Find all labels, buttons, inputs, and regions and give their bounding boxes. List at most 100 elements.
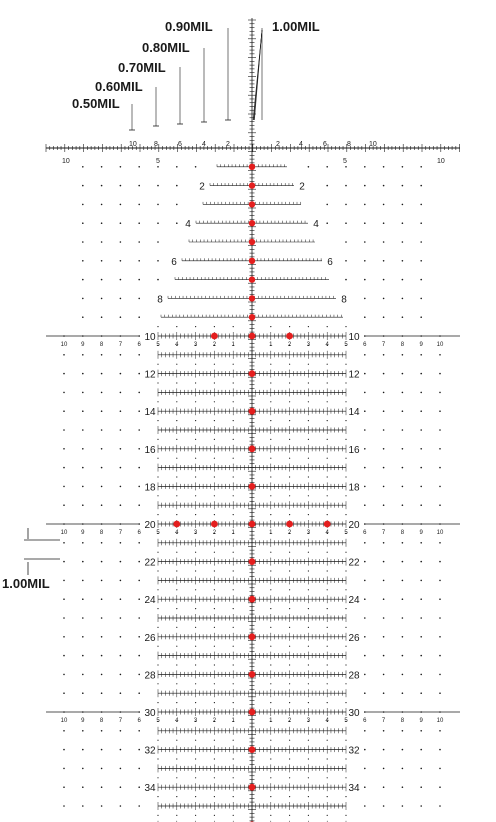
grid-dot — [439, 372, 441, 375]
windage-outer-right: 6 — [363, 718, 367, 724]
sub-grid-dot — [345, 420, 347, 422]
sub-grid-dot — [176, 626, 178, 629]
sub-grid-dot — [232, 495, 234, 497]
grid-dot — [401, 354, 404, 356]
sub-grid-dot — [157, 570, 159, 572]
sub-grid-dot — [345, 382, 347, 384]
sub-grid-dot — [232, 457, 234, 459]
grid-dot — [382, 335, 385, 337]
windage-inner-right: 2 — [288, 530, 292, 536]
elevation-label-left: 32 — [144, 746, 156, 757]
upper-scale-label-left: 6 — [171, 257, 177, 268]
sub-grid-dot — [176, 344, 178, 346]
sub-grid-dot — [345, 457, 347, 459]
top-scale-mid-right: 5 — [343, 158, 347, 165]
callout-100mil-top: 1.00MIL — [272, 19, 320, 34]
sub-grid-dot — [270, 420, 272, 422]
windage-outer-left: 10 — [61, 530, 68, 536]
sub-grid-dot — [270, 814, 272, 817]
grid-dot — [439, 560, 441, 563]
grid-dot — [364, 372, 366, 375]
grid-dot — [138, 692, 140, 694]
sub-grid-dot — [176, 814, 178, 817]
windage-inner-left: 1 — [232, 718, 236, 724]
windage-outer-left: 6 — [138, 718, 142, 724]
sub-grid-dot — [157, 758, 159, 760]
windage-aim-dot — [211, 332, 218, 340]
sub-grid-dot — [307, 739, 309, 741]
sub-grid-dot — [176, 476, 178, 478]
sub-grid-dot — [326, 683, 328, 685]
callout-070mil: 0.70MIL — [118, 60, 166, 75]
callout-050mil: 0.50MIL — [72, 96, 120, 111]
grid-dot — [420, 222, 423, 224]
grid-dot — [439, 692, 441, 694]
grid-dot — [157, 203, 159, 206]
grid-dot — [420, 448, 423, 450]
grid-dot — [100, 429, 103, 431]
windage-inner-right: 3 — [307, 530, 311, 536]
grid-dot — [100, 711, 103, 713]
grid-dot — [176, 222, 178, 224]
sub-grid-dot — [289, 683, 291, 685]
sub-grid-dot — [232, 344, 234, 346]
sub-grid-dot — [232, 683, 234, 685]
grid-dot — [100, 372, 103, 375]
center-aim-dot — [248, 182, 256, 189]
grid-dot — [439, 617, 441, 619]
callout-080mil: 0.80MIL — [142, 40, 190, 55]
windage-inner-right: 5 — [344, 718, 348, 724]
windage-outer-left: 7 — [119, 718, 123, 724]
sub-grid-dot — [195, 382, 197, 384]
grid-dot — [119, 636, 122, 638]
sub-grid-dot — [289, 739, 291, 741]
sub-grid-dot — [289, 326, 291, 328]
sub-grid-dot — [176, 645, 178, 647]
grid-dot — [100, 673, 103, 676]
sub-grid-dot — [326, 777, 328, 779]
sub-grid-dot — [307, 777, 309, 779]
sub-grid-dot — [232, 401, 234, 403]
sub-grid-dot — [157, 401, 159, 403]
sub-grid-dot — [213, 702, 215, 704]
sub-grid-dot — [345, 363, 347, 365]
grid-dot — [119, 222, 122, 224]
sub-grid-dot — [157, 777, 159, 779]
sub-grid-dot — [345, 589, 347, 591]
grid-dot — [401, 166, 404, 168]
sub-grid-dot — [157, 796, 159, 798]
grid-dot — [63, 448, 65, 450]
sub-grid-dot — [270, 326, 272, 328]
grid-dot — [63, 786, 65, 788]
grid-dot — [364, 636, 366, 638]
sub-grid-dot — [307, 626, 309, 629]
grid-dot — [119, 560, 122, 563]
grid-dot — [138, 297, 140, 300]
grid-dot — [364, 184, 366, 187]
windage-outer-left: 9 — [81, 342, 85, 348]
center-aim-dot — [248, 595, 256, 603]
sub-grid-dot — [176, 664, 178, 666]
sub-grid-dot — [289, 532, 291, 535]
upper-scale-label-right: 4 — [313, 219, 319, 230]
sub-grid-dot — [157, 344, 159, 346]
sub-grid-dot — [270, 645, 272, 647]
grid-dot — [119, 260, 122, 262]
grid-dot — [100, 579, 103, 582]
windage-aim-dot — [286, 332, 293, 340]
grid-dot — [119, 805, 122, 807]
sub-grid-dot — [195, 438, 197, 440]
sub-grid-dot — [270, 683, 272, 685]
grid-dot — [100, 166, 103, 168]
grid-dot — [401, 335, 404, 337]
grid-dot — [138, 278, 140, 281]
grid-dot — [401, 542, 404, 544]
sub-grid-dot — [176, 438, 178, 440]
sub-grid-dot — [157, 645, 159, 647]
sub-grid-dot — [213, 551, 215, 553]
sub-grid-dot — [232, 570, 234, 572]
grid-dot — [364, 542, 366, 544]
grid-dot — [100, 748, 103, 751]
grid-dot — [439, 335, 441, 337]
grid-dot — [100, 316, 103, 319]
